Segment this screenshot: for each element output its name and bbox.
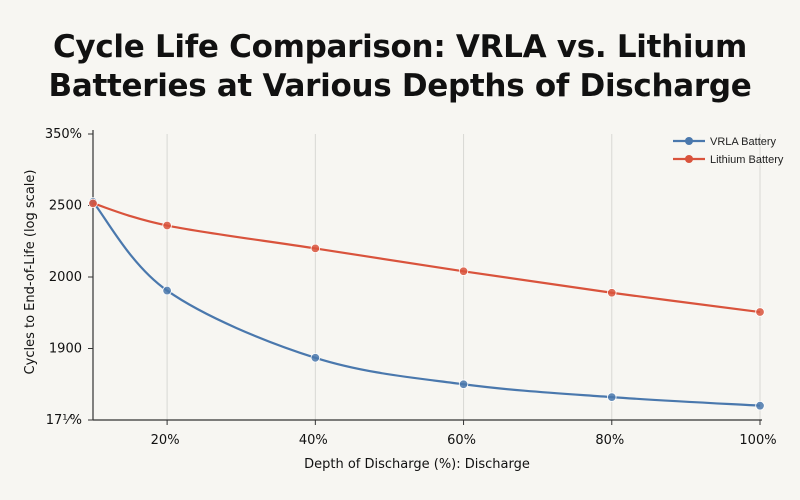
x-tick-label: 40% — [299, 433, 328, 448]
x-axis-label: Depth of Discharge (%): Discharge — [304, 457, 530, 472]
data-point-lithium-battery — [607, 288, 617, 298]
x-axis-ticks: 20% 40% 60% 80% 100% — [151, 420, 777, 448]
x-tick-label: 80% — [595, 433, 624, 448]
series-layer — [88, 197, 765, 411]
y-tick-label: 2500 — [49, 199, 82, 214]
data-point-vrla-battery — [310, 353, 321, 363]
x-tick-label: 20% — [151, 433, 180, 448]
legend-swatch-marker — [685, 137, 693, 145]
series-line-lithium-battery — [92, 202, 761, 314]
grid-lines — [166, 134, 761, 420]
data-point-vrla-battery — [458, 379, 469, 389]
y-tick-label: 350% — [45, 127, 82, 142]
y-axis-ticks: 350% 2500 2000 1900 17⅟% — [45, 127, 93, 428]
legend-swatch-marker — [685, 155, 693, 163]
y-tick-label: 2000 — [49, 270, 82, 285]
y-tick-label: 17⅟% — [46, 413, 82, 428]
series-line-vrla-battery — [92, 201, 761, 407]
x-tick-label: 100% — [739, 433, 776, 448]
legend: VRLA Battery Lithium Battery — [673, 136, 784, 166]
legend-item-lithium-battery: Lithium Battery — [673, 154, 784, 166]
chart-title-line-1: Cycle Life Comparison: VRLA vs. Lithium — [52, 29, 748, 65]
data-point-vrla-battery — [607, 392, 617, 402]
chart-title-line-2: Batteries at Various Depths of Discharge — [48, 68, 752, 104]
y-tick-label: 1900 — [49, 342, 82, 357]
series-lithium-battery — [88, 198, 765, 317]
legend-label: Lithium Battery — [710, 154, 784, 166]
x-tick-label: 60% — [447, 433, 476, 448]
chart-title: Cycle Life Comparison: VRLA vs. Lithium … — [0, 28, 800, 106]
data-point-lithium-battery — [88, 198, 98, 209]
data-point-lithium-battery — [310, 243, 321, 254]
data-point-lithium-battery — [162, 220, 172, 231]
data-point-lithium-battery — [458, 266, 469, 276]
data-point-vrla-battery — [162, 285, 172, 296]
data-point-vrla-battery — [755, 401, 765, 411]
legend-label: VRLA Battery — [710, 136, 777, 148]
data-point-lithium-battery — [755, 307, 765, 317]
y-axis-label: Cycles to End-of-Life (log scale) — [23, 170, 38, 375]
legend-item-vrla-battery: VRLA Battery — [673, 136, 777, 148]
